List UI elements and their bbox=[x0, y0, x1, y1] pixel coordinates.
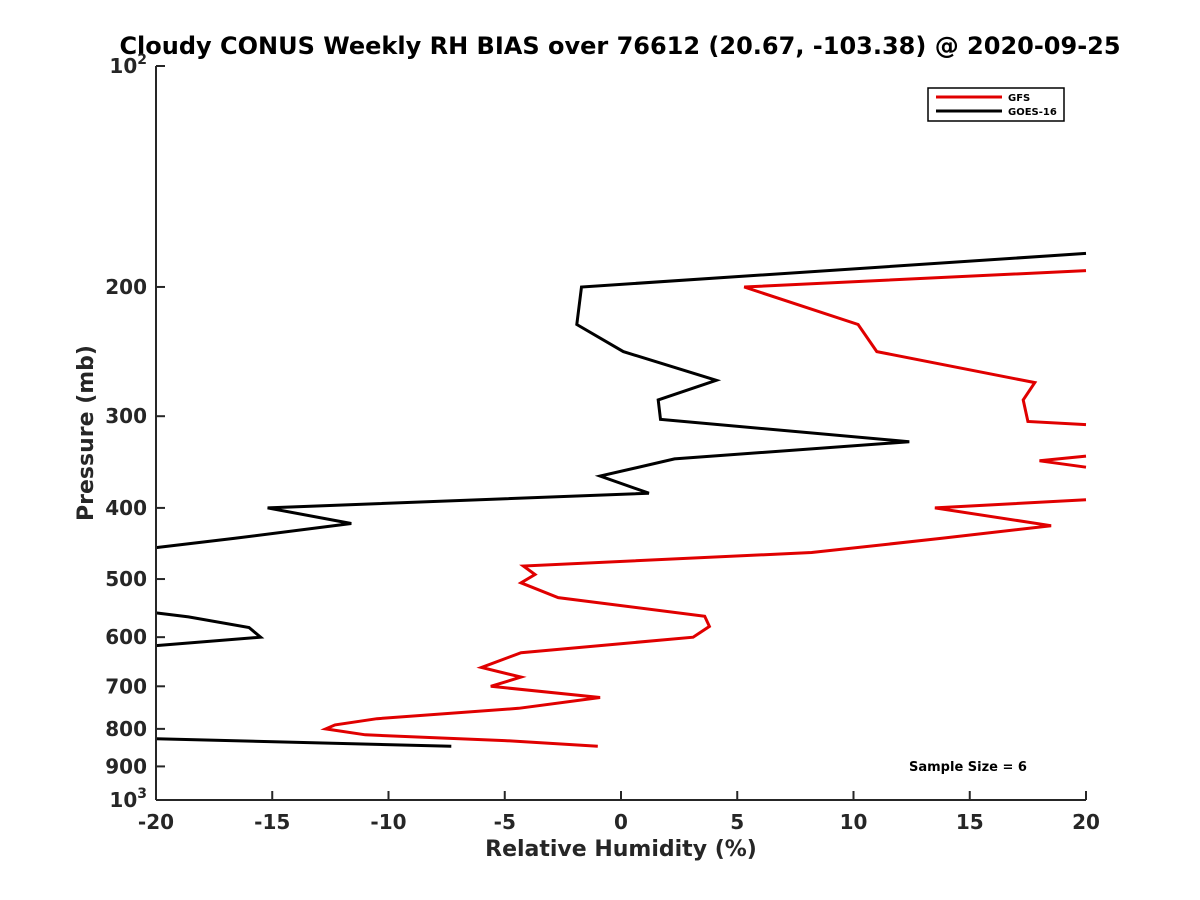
y-tick-label: 200 bbox=[105, 275, 147, 299]
series-line-gfs bbox=[320, 498, 1087, 748]
x-tick-label: 15 bbox=[956, 810, 984, 834]
x-tick-label: -5 bbox=[494, 810, 516, 834]
y-tick-label: 800 bbox=[105, 717, 147, 741]
legend-box bbox=[927, 87, 1065, 122]
series-layer bbox=[155, 251, 1087, 748]
series-line-gfs bbox=[743, 269, 1087, 427]
legend-label-goes16: GOES-16 bbox=[1008, 107, 1057, 118]
x-tick-label: 20 bbox=[1072, 810, 1100, 834]
x-axis-ticks: -20 -15 -10 -5 0 5 10 15 20 bbox=[138, 791, 1100, 834]
y-tick-label: 400 bbox=[105, 496, 147, 520]
y-tick-label: 700 bbox=[105, 674, 147, 698]
legend: GFS GOES-16 bbox=[927, 87, 1065, 122]
x-tick-label: 0 bbox=[614, 810, 628, 834]
x-tick-label: -20 bbox=[138, 810, 174, 834]
y-tick-label: 900 bbox=[105, 754, 147, 778]
series-line-goes-16 bbox=[155, 251, 1087, 550]
legend-label-gfs: GFS bbox=[1008, 93, 1030, 104]
plot-area bbox=[156, 66, 1086, 800]
y-axis-ticks: 102 200 300 400 500 600 700 800 900 103 bbox=[105, 52, 165, 812]
x-tick-label: 10 bbox=[840, 810, 868, 834]
chart-title: Cloudy CONUS Weekly RH BIAS over 76612 (… bbox=[119, 32, 1120, 60]
series-line-goes-16 bbox=[155, 737, 452, 748]
sample-size-annotation: Sample Size = 6 bbox=[909, 760, 1027, 775]
y-tick-label: 103 bbox=[109, 786, 147, 812]
y-tick-label: 500 bbox=[105, 567, 147, 591]
y-tick-label: 600 bbox=[105, 625, 147, 649]
x-tick-label: 5 bbox=[730, 810, 744, 834]
x-axis-label: Relative Humidity (%) bbox=[485, 837, 757, 862]
x-tick-label: -10 bbox=[370, 810, 406, 834]
x-tick-label: -15 bbox=[254, 810, 290, 834]
series-line-goes-16 bbox=[155, 611, 265, 648]
series-line-gfs bbox=[1039, 454, 1087, 469]
y-axis-label: Pressure (mb) bbox=[74, 345, 99, 521]
y-tick-label: 300 bbox=[105, 404, 147, 428]
y-tick-label: 102 bbox=[109, 52, 147, 78]
